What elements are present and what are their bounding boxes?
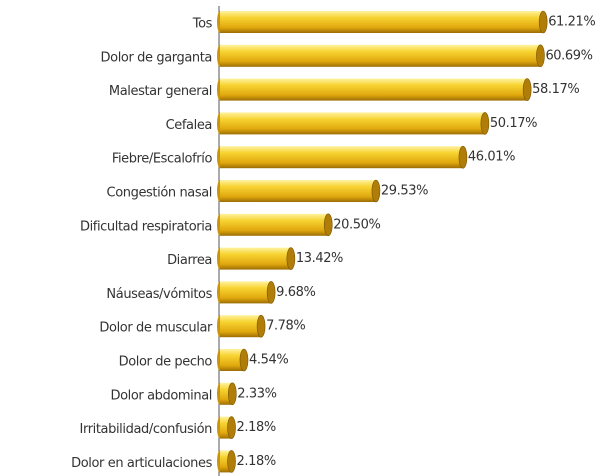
bar-part xyxy=(286,247,296,270)
category-label: Congestión nasal xyxy=(107,186,212,201)
bar xyxy=(217,382,237,406)
category-label: Irritabilidad/confusión xyxy=(80,422,213,437)
value-label: 2.18% xyxy=(237,420,276,435)
bar xyxy=(217,314,266,338)
value-label: 50.17% xyxy=(490,116,537,131)
category-label: Dolor de pecho xyxy=(119,355,213,370)
bar-part xyxy=(227,416,236,439)
category-label: Diarrea xyxy=(167,253,212,268)
bar xyxy=(217,10,548,34)
bar-part xyxy=(538,10,548,34)
bar xyxy=(217,348,249,372)
bar xyxy=(217,247,296,270)
value-label: 46.01% xyxy=(468,150,515,165)
value-label: 4.54% xyxy=(249,353,288,368)
category-label: Náuseas/vómitos xyxy=(106,287,212,302)
bar-part xyxy=(220,180,376,202)
value-label: 60.69% xyxy=(545,48,592,63)
bar-part xyxy=(220,315,262,338)
category-label: Dolor abdominal xyxy=(110,388,212,403)
value-label: 29.53% xyxy=(381,184,428,199)
bar xyxy=(217,450,236,473)
bar-part xyxy=(220,349,244,371)
bar xyxy=(217,145,468,169)
bar xyxy=(217,44,545,68)
bar-part xyxy=(220,112,485,135)
value-label: 20.50% xyxy=(333,217,380,232)
bar xyxy=(217,281,276,304)
bar-part xyxy=(220,213,329,236)
bar xyxy=(217,213,333,237)
value-label: 58.17% xyxy=(532,82,579,97)
value-label: 61.21% xyxy=(548,15,595,30)
bar-part xyxy=(228,382,237,406)
bar xyxy=(217,416,236,439)
value-label: 9.68% xyxy=(276,285,315,300)
bar-part xyxy=(371,179,381,203)
bar-part xyxy=(522,78,532,101)
bar-part xyxy=(220,416,232,439)
category-label: Dificultad respiratoria xyxy=(80,219,212,234)
bar-part xyxy=(220,146,463,169)
bar xyxy=(217,179,381,203)
category-label: Fiebre/Escalofrío xyxy=(112,152,213,167)
bar-part xyxy=(266,281,276,304)
bar-part xyxy=(220,11,544,33)
bar-part xyxy=(220,78,528,101)
category-label: Malestar general xyxy=(109,84,212,99)
category-label: Dolor en articulaciones xyxy=(71,456,213,471)
category-label: Tos xyxy=(192,17,213,32)
value-label: 2.18% xyxy=(237,454,276,469)
value-label: 7.78% xyxy=(266,319,305,334)
bar-part xyxy=(227,450,236,473)
bar-part xyxy=(256,314,266,338)
value-label: 13.42% xyxy=(296,251,343,266)
bar-part xyxy=(220,450,232,473)
value-label: 2.33% xyxy=(237,386,276,401)
bar-part xyxy=(536,44,545,68)
bar-part xyxy=(220,281,272,304)
bar-part xyxy=(220,247,291,270)
bar-part xyxy=(458,145,468,169)
bar xyxy=(217,112,490,135)
bar xyxy=(217,78,532,101)
bar-part xyxy=(323,213,333,237)
category-label: Dolor de garganta xyxy=(101,50,212,65)
bar-part xyxy=(480,112,490,135)
bar-part xyxy=(239,348,249,372)
bar-part xyxy=(220,44,541,67)
category-label: Cefalea xyxy=(166,118,212,133)
category-label: Dolor de muscular xyxy=(99,321,213,336)
